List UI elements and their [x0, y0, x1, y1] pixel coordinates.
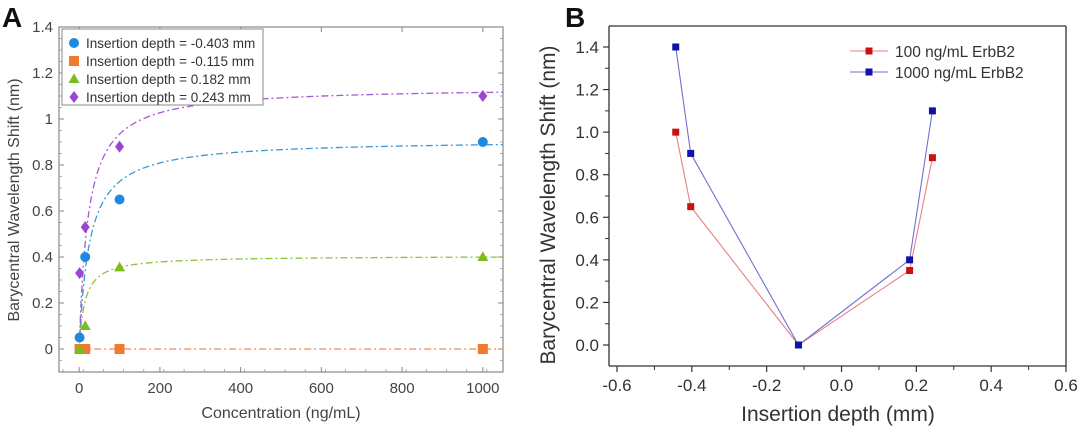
x-tick-label-a: 600	[309, 380, 334, 397]
data-point-a	[477, 251, 489, 261]
data-point-b	[928, 107, 936, 115]
y-tick-label-b: 1.0	[575, 123, 599, 142]
legend-marker-b	[865, 68, 873, 76]
legend-label-b: 1000 ng/mL ErbB2	[895, 65, 1024, 82]
data-point-a	[75, 267, 85, 280]
legend-a: Insertion depth = -0.403 mm Insertion dep…	[61, 28, 264, 106]
y-tick-label-a: 0.2	[32, 295, 53, 312]
series-line-b	[675, 132, 933, 346]
x-tick-label-b: -0.2	[752, 376, 781, 395]
data-point-a	[477, 344, 488, 354]
data-point-a	[115, 140, 125, 153]
x-axis-title-a: Concentration (ng/mL)	[201, 405, 360, 422]
y-axis-title-a: Barycentral Wavelength Shift (nm)	[6, 78, 23, 321]
y-tick-label-b: 1.2	[575, 81, 599, 100]
legend-label-a: Insertion depth = 0.243 mm	[86, 90, 251, 105]
x-tick-label-b: -0.6	[602, 376, 631, 395]
data-point-a	[114, 344, 125, 354]
legend-marker-b	[865, 47, 873, 55]
panel-label-a: A	[2, 2, 22, 33]
chart-panel-a: 0 200 400 600 800 1000 0 0.2 0.4 0.6 0.8 1 1.2 1.4 Co…	[6, 19, 504, 422]
fit-curve-a	[78, 91, 504, 338]
y-tick-label-a: 0.6	[32, 203, 53, 220]
data-point-a	[114, 261, 126, 272]
chart-panel-b: -0.6 -0.4 -0.2 0.0 0.2 0.4 0.6 0.0 0.2 0.4 0.6 0.8 1…	[537, 25, 1078, 426]
y-tick-label-a: 1	[45, 111, 53, 128]
legend-label-a: Insertion depth = -0.115 mm	[86, 54, 254, 69]
y-tick-label-b: 0.6	[575, 208, 599, 227]
y-tick-label-b: 0.4	[575, 251, 599, 270]
fit-curve-a	[78, 256, 504, 343]
y-tick-label-b: 0.2	[575, 293, 599, 312]
x-tick-label-a: 200	[147, 380, 172, 397]
y-tick-label-a: 0.4	[32, 249, 53, 266]
data-point-b	[687, 203, 695, 211]
legend-label-a: Insertion depth = -0.403 mm	[86, 36, 255, 51]
legend-b: 100 ng/mL ErbB2 1000 ng/mL ErbB2	[850, 44, 1024, 82]
x-tick-label-b: 0.4	[979, 376, 1003, 395]
legend-marker-a	[69, 91, 79, 103]
y-tick-label-a: 1.2	[32, 65, 53, 82]
data-point-a	[74, 343, 86, 353]
data-point-b	[672, 43, 680, 51]
x-tick-label-a: 0	[75, 380, 83, 397]
data-point-a	[114, 194, 125, 205]
data-point-b	[794, 341, 802, 349]
legend-marker-a	[69, 56, 79, 66]
y-tick-label-a: 1.4	[32, 19, 53, 36]
y-tick-label-b: 1.4	[575, 38, 599, 57]
legend-box-a	[61, 28, 264, 106]
legend-marker-a	[68, 73, 80, 83]
x-tick-label-b: 0.2	[905, 376, 929, 395]
x-tick-label-a: 800	[390, 380, 415, 397]
data-point-b	[906, 267, 914, 274]
data-point-a	[478, 90, 488, 102]
data-point-a	[79, 320, 91, 330]
legend-marker-a	[69, 38, 79, 48]
panel-label-b: B	[565, 2, 585, 33]
x-axis-title-b: Insertion depth (mm)	[741, 403, 935, 426]
data-point-b	[672, 128, 680, 136]
data-point-a	[74, 332, 85, 343]
x-tick-label-a: 1000	[466, 380, 499, 397]
y-axis-title-b: Barycentral Wavelength Shift (nm)	[537, 45, 560, 364]
legend-label-b: 100 ng/mL ErbB2	[895, 44, 1015, 61]
y-tick-label-b: 0.8	[575, 166, 599, 185]
x-tick-label-a: 400	[228, 380, 253, 397]
legend-label-a: Insertion depth = 0.182 mm	[86, 72, 251, 87]
data-point-b	[687, 149, 695, 157]
x-tick-label-b: 0.0	[830, 376, 854, 395]
y-tick-label-a: 0	[45, 341, 53, 358]
fit-curve-a	[78, 143, 504, 341]
data-point-b	[906, 256, 914, 264]
y-tick-label-a: 0.8	[32, 157, 53, 174]
data-point-b	[928, 154, 936, 162]
x-tick-label-b: 0.6	[1054, 376, 1078, 395]
data-point-a	[80, 221, 90, 234]
data-point-a	[477, 137, 488, 147]
y-tick-label-b: 0.0	[575, 336, 599, 355]
data-point-a	[80, 344, 91, 354]
series-line-b	[675, 46, 933, 346]
x-tick-label-b: -0.4	[677, 376, 706, 395]
data-point-a	[80, 252, 91, 262]
